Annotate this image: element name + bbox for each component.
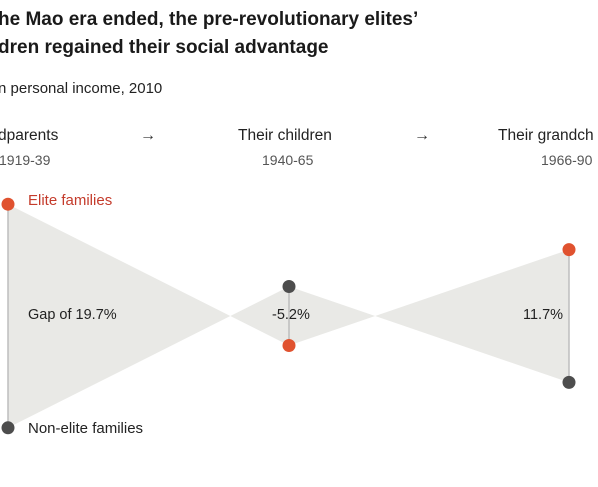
chart-title-line-1: he Mao era ended, the pre-revolutionary … [0, 9, 419, 30]
arrow-icon: → [414, 127, 430, 144]
chart-title-line-2: dren regained their social advantage [0, 37, 329, 58]
generation-label-children: Their children [238, 127, 332, 144]
legend-elite-label: Elite families [28, 192, 112, 209]
generation-label-grandchildren: Their grandch [498, 127, 594, 144]
generation-label-grandparents: dparents [0, 127, 59, 144]
gap-band-segment [8, 204, 231, 428]
legend-non-elite-label: Non-elite families [28, 420, 143, 437]
non-elite-point [282, 279, 296, 293]
generation-years-grandchildren: 1966-90 [541, 152, 593, 168]
generation-years-children: 1940-65 [262, 152, 314, 168]
generation-years-grandparents: 1919-39 [0, 152, 51, 168]
gap-band-segment [375, 249, 569, 383]
arrow-icon: → [140, 127, 156, 144]
gap-label: Gap of 19.7% [28, 307, 117, 323]
elite-point [562, 243, 576, 257]
chart-subtitle: n personal income, 2010 [0, 80, 163, 97]
non-elite-point [1, 421, 15, 435]
elite-point [1, 197, 15, 211]
gap-band-segment [230, 286, 289, 346]
elite-point [282, 339, 296, 353]
gap-label: -5.2% [272, 307, 310, 323]
gap-band-segment [289, 286, 376, 346]
non-elite-point [562, 375, 576, 389]
gap-label: 11.7% [523, 307, 563, 323]
